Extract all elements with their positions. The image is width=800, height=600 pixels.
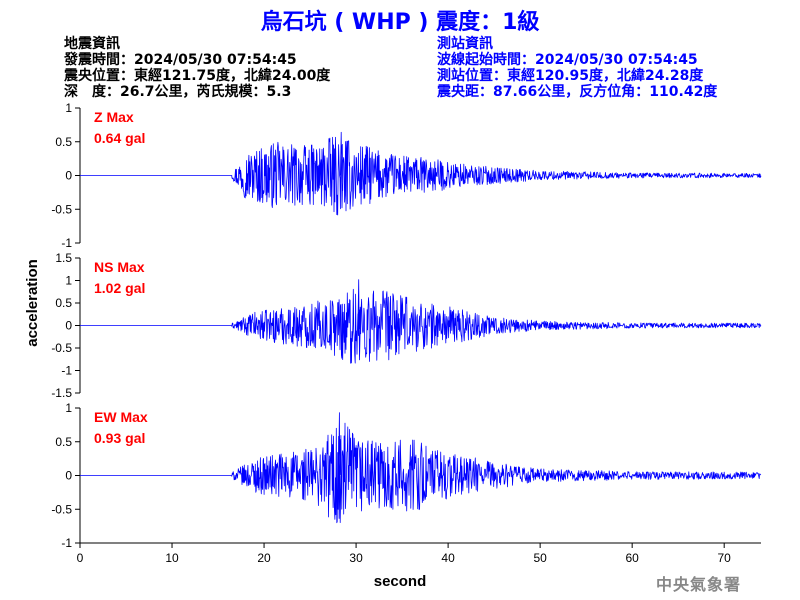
waveform-ns [80, 279, 762, 364]
panel-ns: -1.5 -1 -0.5 0 0.5 1 1.5 NS Max 1.02 gal [51, 251, 762, 400]
component-label-ew: EW Max [94, 409, 148, 425]
x-tick-label: 30 [349, 551, 363, 565]
component-label-ns: NS Max [94, 259, 145, 275]
chart-title: 烏石坑 ( WHP ) 震度：1級 [260, 10, 540, 35]
epicentral-distance: 震央距：87.66公里，反方位角：110.42度 [437, 84, 718, 100]
y-tick-label-ns: -1.5 [51, 386, 72, 400]
y-tick-label-ns: -1 [61, 364, 72, 378]
y-tick-label-z: 1 [65, 101, 72, 115]
panel-z: -1 -0.5 0 0.5 1 Z Max 0.64 gal [51, 101, 762, 250]
y-tick-label-ew: 1 [65, 401, 72, 415]
y-tick-label-ns: 1 [65, 274, 72, 288]
max-value-ew: 0.93 gal [94, 430, 145, 446]
epicenter-location: 震央位置：東經121.75度，北緯24.00度 [64, 68, 331, 84]
quake-info-block: 地震資訊 發震時間：2024/05/30 07:54:45 震央位置：東經121… [64, 36, 330, 100]
wave-start-time: 波線起始時間：2024/05/30 07:54:45 [437, 52, 698, 68]
quake-info-heading: 地震資訊 [64, 36, 120, 52]
x-tick-label: 20 [257, 551, 271, 565]
x-tick-label: 40 [441, 551, 455, 565]
x-tick-label: 0 [77, 551, 84, 565]
y-tick-label-ns: 0.5 [55, 296, 72, 310]
y-tick-label-ew: 0.5 [55, 435, 72, 449]
y-tick-label-z: -0.5 [51, 202, 72, 216]
x-tick-label: 70 [718, 551, 732, 565]
x-tick-label: 50 [533, 551, 547, 565]
y-tick-label-z: -1 [61, 236, 72, 250]
x-tick-label: 10 [165, 551, 179, 565]
station-info-block: 測站資訊 波線起始時間：2024/05/30 07:54:45 測站位置：東經1… [437, 36, 717, 100]
y-axis-label: acceleration [24, 259, 41, 347]
max-value-ns: 1.02 gal [94, 280, 145, 296]
component-label-z: Z Max [94, 109, 134, 125]
y-tick-label-ew: 0 [65, 469, 72, 483]
waveform-ew [80, 412, 762, 524]
y-tick-label-ew: -1 [61, 536, 72, 550]
y-tick-label-ns: 1.5 [55, 251, 72, 265]
panel-ew: -1 -0.5 0 0.5 1 EW Max 0.93 gal [51, 401, 762, 550]
station-info-heading: 測站資訊 [437, 36, 493, 52]
x-tick-label: 60 [625, 551, 639, 565]
y-tick-label-ew: -0.5 [51, 502, 72, 516]
agency-credit: 中央氣象署 [656, 575, 742, 594]
depth-magnitude: 深 度：26.7公里，芮氏規模：5.3 [64, 84, 292, 100]
max-value-z: 0.64 gal [94, 130, 145, 146]
y-tick-label-ns: -0.5 [51, 341, 72, 355]
x-axis-label: second [374, 573, 427, 590]
y-tick-label-z: 0 [65, 169, 72, 183]
waveform-z [80, 131, 762, 216]
origin-time: 發震時間：2024/05/30 07:54:45 [64, 52, 297, 68]
station-location: 測站位置：東經120.95度，北緯24.28度 [437, 68, 704, 84]
y-tick-label-z: 0.5 [55, 135, 72, 149]
y-tick-label-ns: 0 [65, 319, 72, 333]
